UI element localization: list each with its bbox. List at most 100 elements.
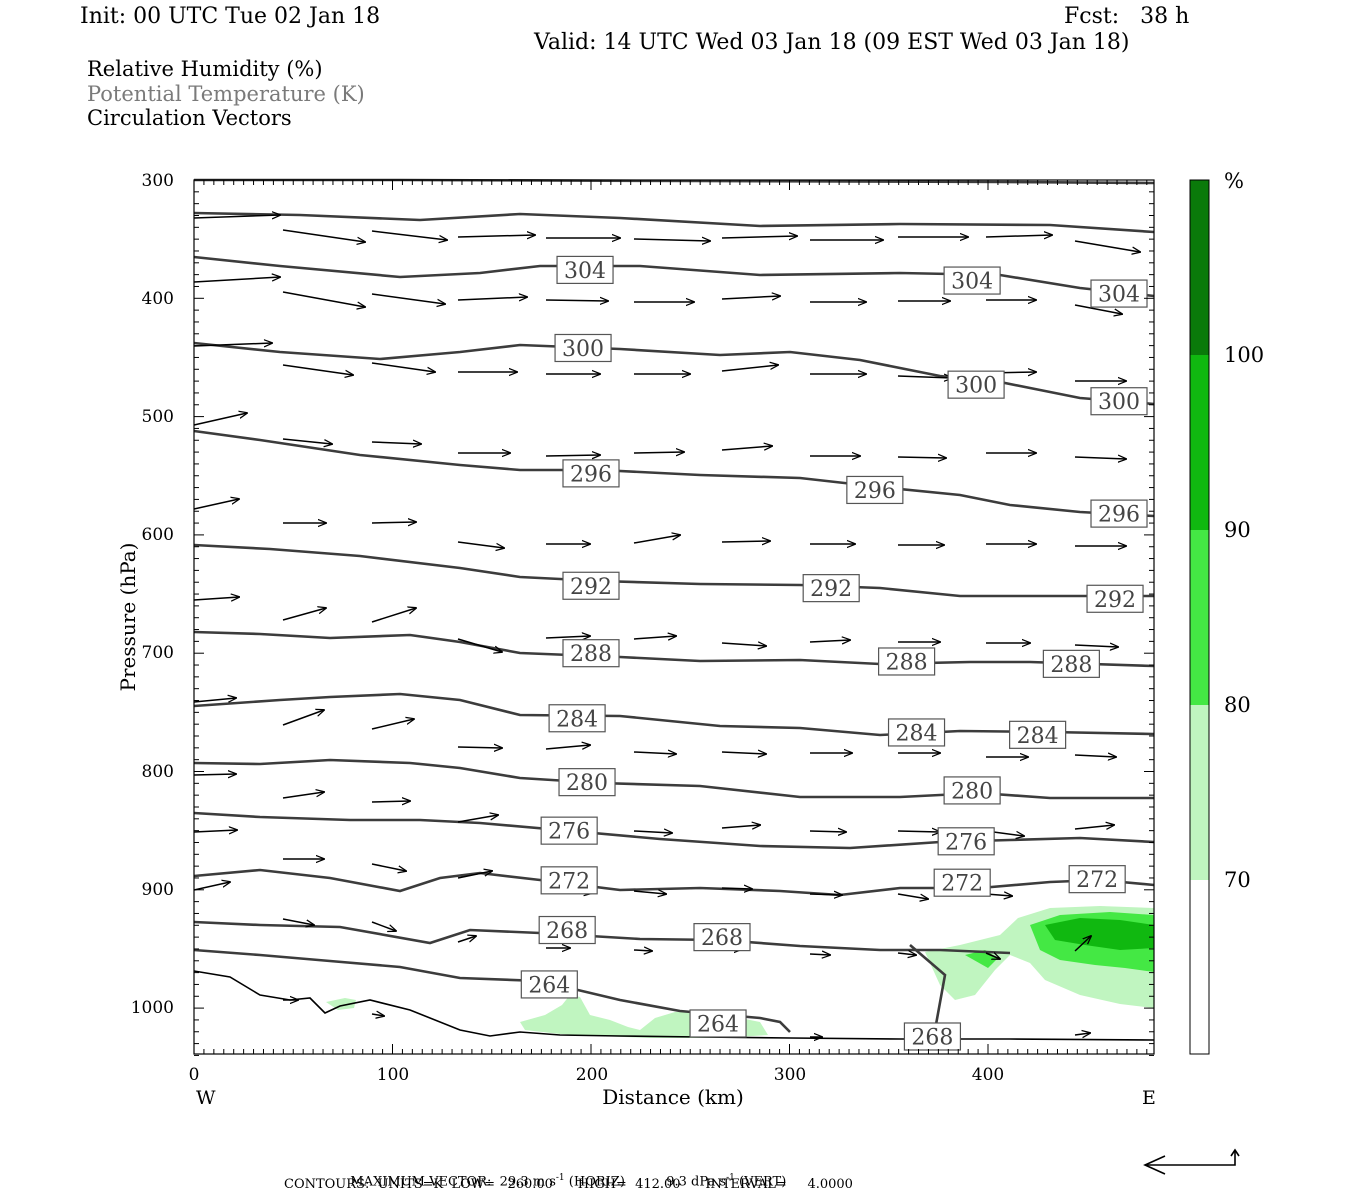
circulation-vector bbox=[282, 229, 365, 242]
max-vector-line: MAXIMUM VECTOR: 29.3 m s -1 (HORIZ) 9.3 d… bbox=[342, 1158, 786, 1189]
contour-label-box bbox=[520, 970, 578, 999]
colorbar-level-80: 80 bbox=[1224, 693, 1251, 717]
contour-label-box bbox=[562, 571, 620, 600]
circulation-vector bbox=[1074, 645, 1118, 647]
circulation-vector bbox=[809, 954, 830, 955]
colorbar-below bbox=[1190, 880, 1209, 1054]
contour-label-box bbox=[562, 459, 620, 488]
y-tick-label: 400 bbox=[142, 289, 174, 309]
circulation-vector bbox=[545, 745, 590, 749]
circulation-vector bbox=[721, 541, 770, 542]
x-tick-label: 200 bbox=[576, 1065, 608, 1085]
contour-label-box bbox=[556, 255, 614, 285]
circulation-vector bbox=[809, 640, 850, 642]
circulation-vector bbox=[721, 296, 780, 299]
theta-contour bbox=[193, 211, 1155, 234]
colorbar-90 bbox=[1190, 355, 1209, 530]
contour-label: 272 bbox=[548, 869, 590, 894]
contour-label: 268 bbox=[911, 1025, 953, 1050]
contour-label-box bbox=[933, 868, 991, 897]
circulation-vector bbox=[371, 1014, 384, 1016]
y-tick-label: 500 bbox=[142, 407, 174, 427]
theta-contour bbox=[193, 255, 1155, 298]
circulation-vector bbox=[1074, 936, 1091, 952]
contour-label: 280 bbox=[951, 779, 993, 804]
circulation-vector bbox=[193, 774, 236, 775]
circulation-vector bbox=[371, 522, 416, 523]
max-vector-vert-exp: -1 bbox=[726, 1173, 735, 1183]
circulation-vector bbox=[371, 293, 445, 304]
circulation-vector bbox=[193, 413, 247, 426]
circulation-vector bbox=[633, 636, 676, 639]
colorbar-80 bbox=[1190, 530, 1209, 705]
reference-vector bbox=[1143, 1148, 1240, 1175]
init-time: Init: 00 UTC Tue 02 Jan 18 bbox=[80, 4, 381, 29]
circulation-vector bbox=[633, 950, 652, 951]
contour-label: 288 bbox=[886, 650, 928, 675]
circulation-vector bbox=[457, 235, 535, 237]
contour-label-box bbox=[1086, 584, 1144, 613]
contour-label: 268 bbox=[701, 926, 743, 951]
contour-label: 300 bbox=[955, 374, 997, 399]
contour-label-box bbox=[903, 1022, 962, 1051]
y-tick-label: 900 bbox=[142, 880, 174, 900]
max-vector-label: MAXIMUM VECTOR: bbox=[350, 1174, 492, 1190]
circulation-vector bbox=[897, 831, 940, 832]
contour-label: 300 bbox=[562, 337, 604, 362]
circulation-vector bbox=[282, 918, 314, 925]
theta-contour bbox=[193, 429, 1155, 518]
circulation-vector bbox=[545, 636, 590, 638]
legend-circulation-vectors: Circulation Vectors bbox=[87, 106, 292, 130]
y-axis-label: Pressure (hPa) bbox=[116, 543, 140, 692]
circulation-vector bbox=[897, 893, 928, 899]
colorbar-frame bbox=[1189, 179, 1210, 1055]
contour-label: 280 bbox=[566, 771, 608, 796]
circulation-vector bbox=[193, 343, 272, 346]
colorbar-70 bbox=[1190, 705, 1209, 880]
circulation-vector bbox=[193, 499, 239, 510]
circulation-vector bbox=[1074, 755, 1116, 757]
circulation-vector bbox=[371, 362, 435, 372]
x-tick-label: 0 bbox=[189, 1065, 200, 1085]
x-tick-label: 100 bbox=[377, 1065, 409, 1085]
circulation-vector bbox=[985, 235, 1052, 237]
contour-label-box bbox=[1042, 649, 1100, 678]
circulation-vector bbox=[371, 442, 421, 444]
contour-label: 304 bbox=[564, 259, 606, 284]
circulation-vector bbox=[633, 831, 672, 833]
circulation-vector bbox=[897, 953, 916, 955]
contour-label: 296 bbox=[570, 462, 612, 487]
theta-contour bbox=[193, 868, 1155, 897]
contour-label-box bbox=[937, 827, 995, 856]
contours-info: CONTOURS: UNITS=K LOW= 260.00 HIGH= 412.… bbox=[284, 1177, 853, 1192]
theta-contour bbox=[193, 630, 1155, 668]
circulation-vector bbox=[1074, 240, 1140, 252]
circulation-vector bbox=[809, 831, 846, 832]
circulation-vector bbox=[282, 291, 365, 307]
circulation-vector bbox=[282, 438, 332, 444]
circulation-vector bbox=[1074, 304, 1122, 314]
circulation-vector bbox=[457, 936, 476, 943]
circulation-vector bbox=[193, 215, 280, 218]
circulation-vector bbox=[897, 376, 952, 378]
rh-90-region bbox=[1045, 918, 1154, 950]
max-vector-vert: 9.3 dPa s bbox=[666, 1174, 727, 1190]
x-tick-label: 400 bbox=[972, 1065, 1004, 1085]
circulation-vector bbox=[457, 871, 492, 879]
contour-label-box bbox=[562, 639, 620, 668]
circulation-vector bbox=[371, 719, 414, 730]
rh-70-region-west bbox=[326, 998, 356, 1010]
contour-label: 304 bbox=[1098, 283, 1140, 308]
colorbar-unit: % bbox=[1224, 169, 1244, 193]
circulation-vector bbox=[809, 894, 842, 895]
max-vector-horiz: 29.3 m s bbox=[499, 1174, 556, 1190]
circulation-vector bbox=[282, 792, 324, 799]
contour-label-box bbox=[943, 266, 1001, 295]
contour-label-box bbox=[1090, 387, 1148, 416]
max-vector-horiz-tag: (HORIZ) bbox=[568, 1174, 625, 1190]
circulation-vector bbox=[1074, 825, 1114, 829]
circulation-vector bbox=[721, 236, 797, 238]
contour-label-box bbox=[1009, 720, 1067, 749]
contour-label-box bbox=[1090, 499, 1148, 528]
